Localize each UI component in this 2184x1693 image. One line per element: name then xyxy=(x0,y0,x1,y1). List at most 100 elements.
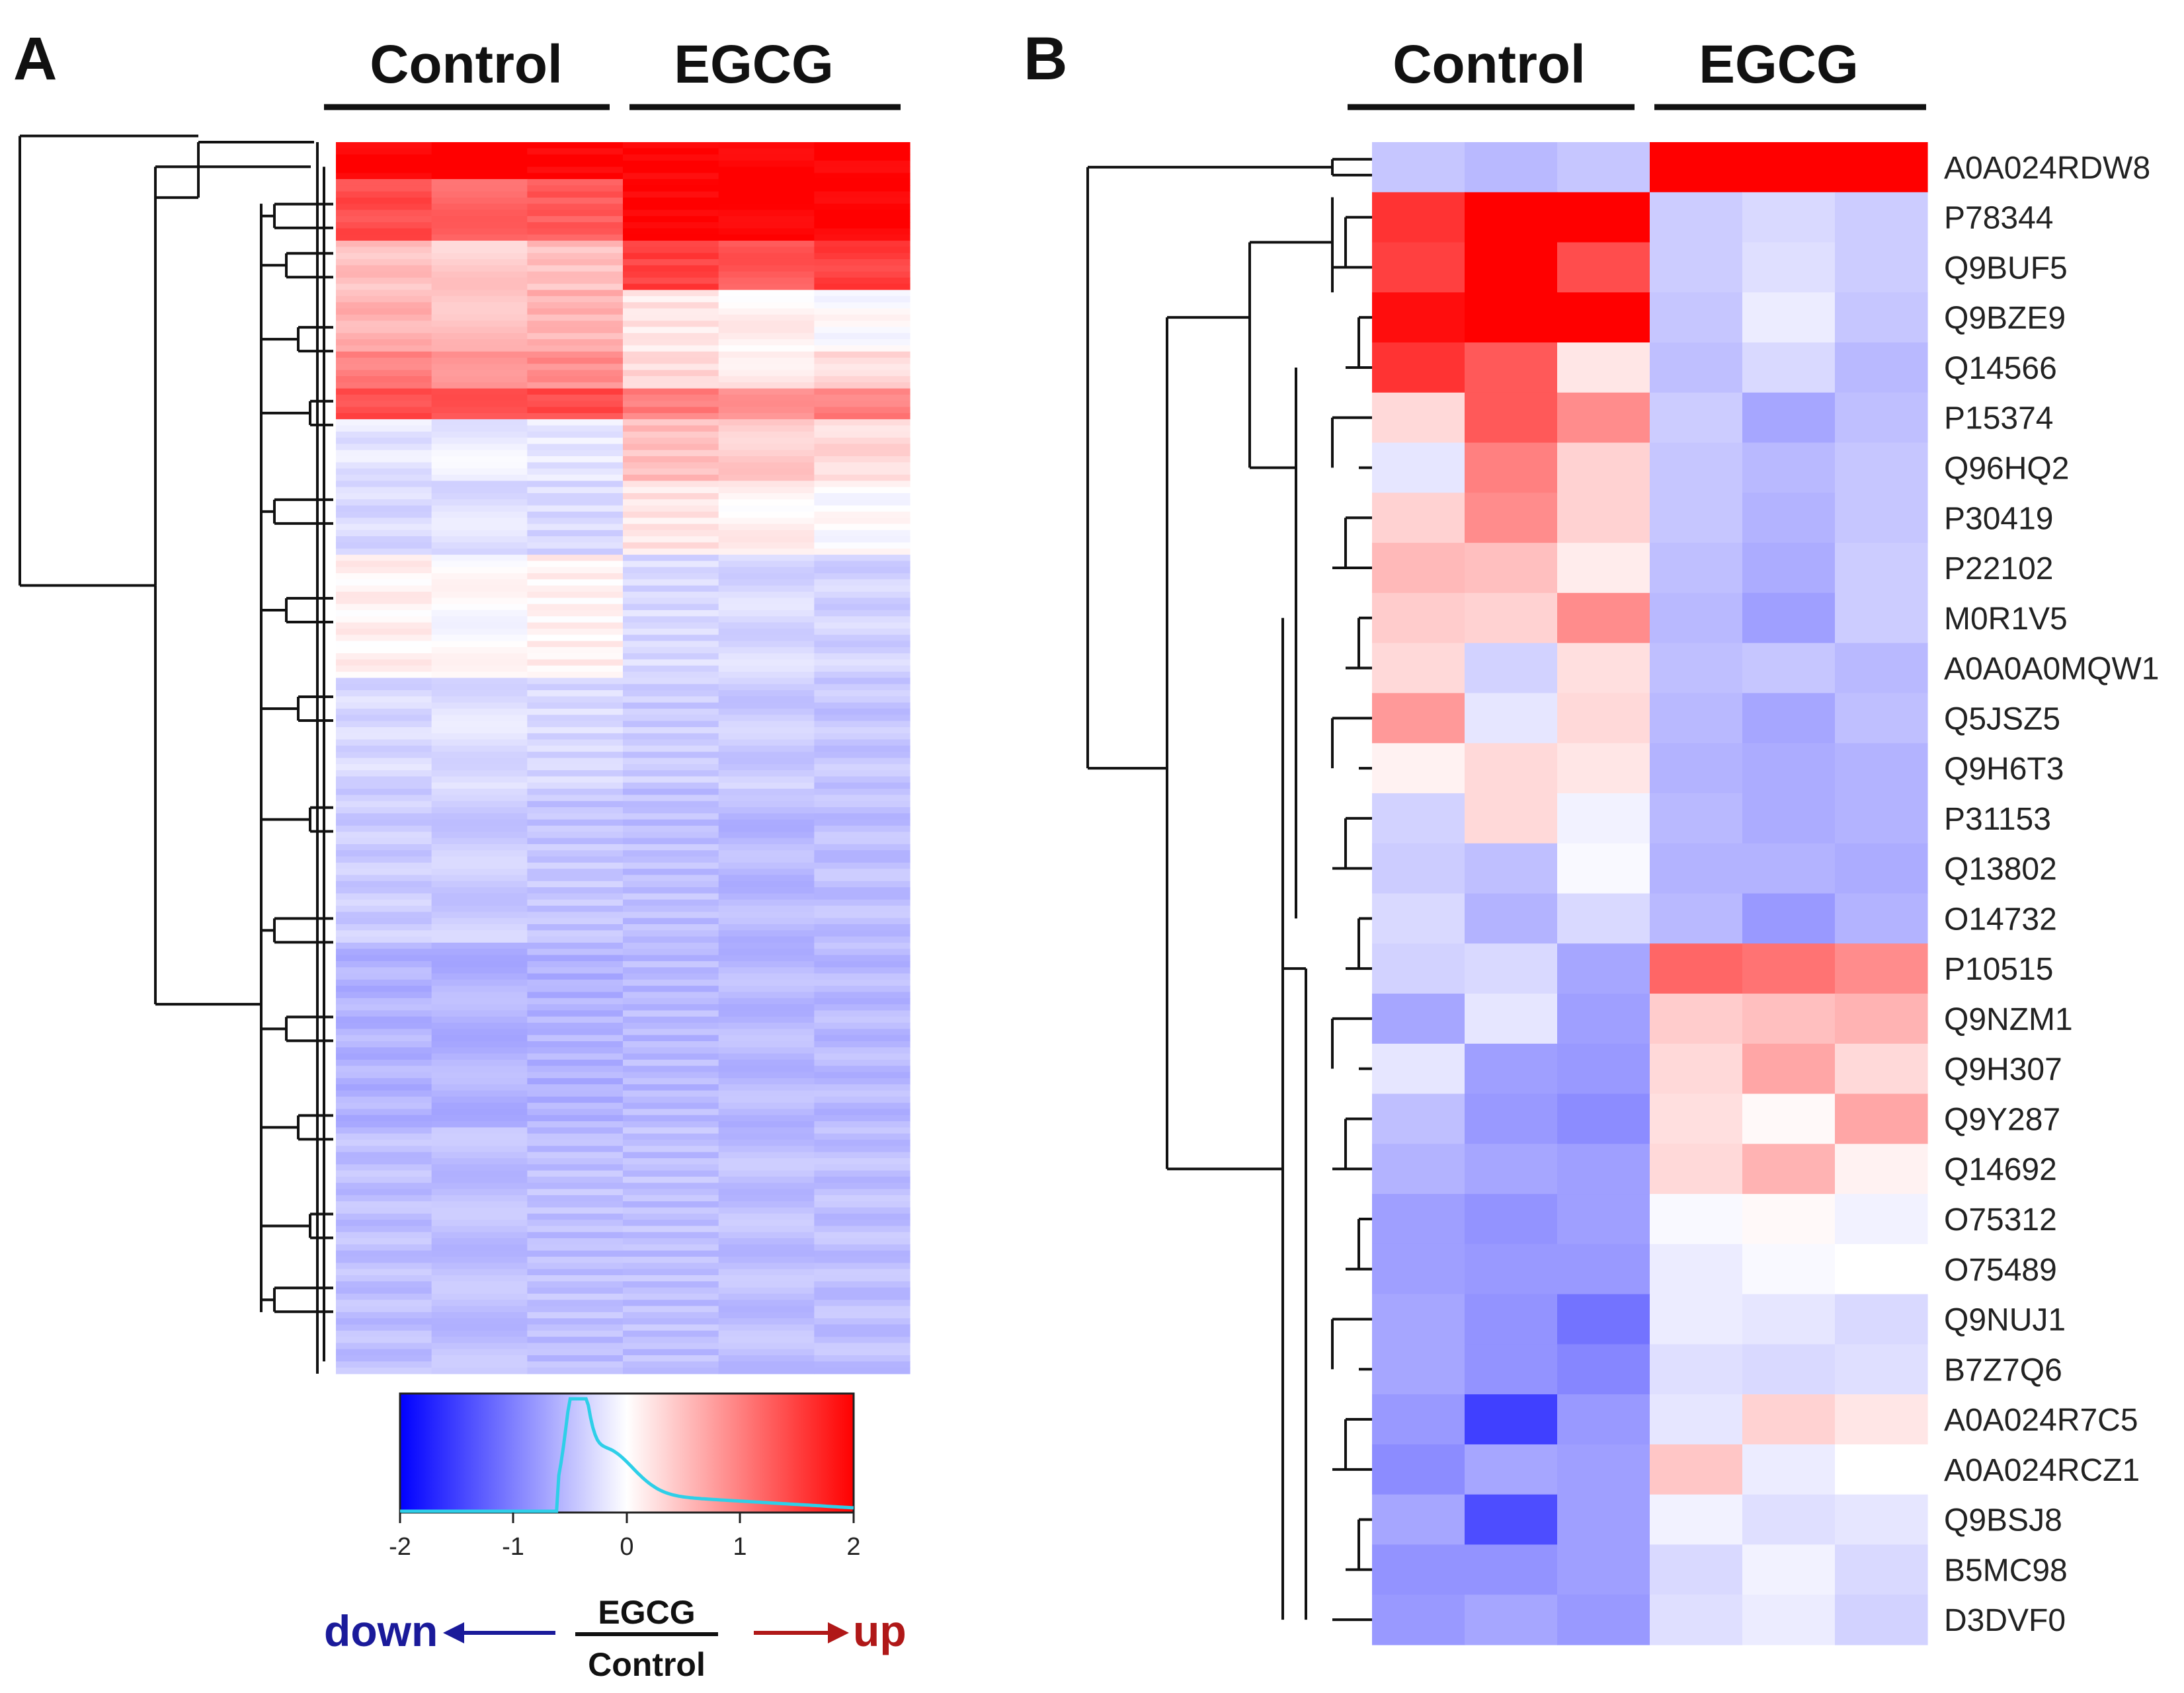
heatmap-b-cell xyxy=(1372,543,1465,594)
heatmap-a-cell xyxy=(336,1330,432,1337)
heatmap-a-cell xyxy=(623,979,719,986)
heatmap-a-cell xyxy=(336,653,432,660)
heatmap-a-cell xyxy=(814,1232,910,1239)
heatmap-a-cell xyxy=(431,684,528,691)
heatmap-a-cell xyxy=(336,1115,432,1122)
heatmap-a-cell xyxy=(527,1220,624,1227)
heatmap-a-cell xyxy=(718,277,815,284)
heatmap-a-cell xyxy=(814,616,910,623)
heatmap-a-cell xyxy=(623,505,719,512)
heatmap-a-cell xyxy=(814,1355,910,1362)
heatmap-a-cell xyxy=(336,450,432,457)
heatmap-a-cell xyxy=(623,881,719,888)
heatmap-a-cell xyxy=(527,148,624,155)
heatmap-a-cell xyxy=(814,511,910,518)
heatmap-a-cell xyxy=(336,271,432,278)
heatmap-a-cell xyxy=(623,949,719,956)
heatmap-a-cell xyxy=(718,1066,815,1073)
heatmap-b-cell xyxy=(1650,743,1743,794)
heatmap-b-cell xyxy=(1650,1144,1743,1195)
heatmap-a-cell xyxy=(718,370,815,377)
heatmap-a-cell xyxy=(718,308,815,315)
heatmap-a-cell xyxy=(431,339,528,346)
heatmap-a-cell xyxy=(527,875,624,882)
heatmap-a-cell xyxy=(431,1318,528,1325)
heatmap-a-cell xyxy=(431,819,528,826)
heatmap-a-cell xyxy=(527,850,624,857)
heatmap-a-cell xyxy=(718,351,815,358)
heatmap-a-cell xyxy=(814,1189,910,1196)
heatmap-a-cell xyxy=(336,1343,432,1350)
heatmap-a-cell xyxy=(718,419,815,426)
heatmap-a-cell xyxy=(623,542,719,549)
heatmap-a-cell xyxy=(431,364,528,371)
heatmap-a-cell xyxy=(527,702,624,709)
heatmap-b-cell xyxy=(1650,893,1743,944)
heatmap-b-cell xyxy=(1742,1243,1836,1295)
heatmap-a-cell xyxy=(623,302,719,309)
heatmap-a-cell xyxy=(623,1257,719,1263)
heatmap-a-cell xyxy=(718,499,815,506)
heatmap-a-cell xyxy=(814,530,910,537)
heatmap-a-cell xyxy=(527,1109,624,1116)
heatmap-a-cell xyxy=(718,1269,815,1276)
heatmap-a-cell xyxy=(718,875,815,882)
heatmap-a-cell xyxy=(814,825,910,832)
heatmap-a-cell xyxy=(623,1140,719,1146)
heatmap-a-cell xyxy=(814,869,910,876)
heatmap-a-cell xyxy=(718,813,815,820)
heatmap-a-cell xyxy=(527,1053,624,1060)
heatmap-a-cell xyxy=(431,548,528,555)
heatmap-a-cell xyxy=(336,425,432,432)
heatmap-a-cell xyxy=(718,253,815,260)
heatmap-a-cell xyxy=(814,339,910,346)
heatmap-b-cell xyxy=(1465,342,1558,393)
heatmap-a-cell xyxy=(336,1053,432,1060)
heatmap-a-cell xyxy=(431,899,528,906)
heatmap-a-cell xyxy=(431,1078,528,1085)
heatmap-a-cell xyxy=(431,1121,528,1128)
heatmap-a-cell xyxy=(718,492,815,500)
heatmap-a-cell xyxy=(431,979,528,986)
heatmap-a-cell xyxy=(623,1078,719,1085)
heatmap-a-cell xyxy=(336,813,432,820)
heatmap-a-cell xyxy=(623,1096,719,1103)
heatmap-a-cell xyxy=(431,375,528,383)
heatmap-a-cell xyxy=(527,1078,624,1085)
heatmap-a-cell xyxy=(431,598,528,605)
heatmap-a-cell xyxy=(431,431,528,438)
heatmap-a-cell xyxy=(431,295,528,303)
heatmap-a-cell xyxy=(623,1127,719,1134)
heatmap-a-cell xyxy=(431,407,528,414)
heatmap-b-cell xyxy=(1742,1194,1836,1245)
heatmap-a-cell xyxy=(336,967,432,974)
heatmap-a-cell xyxy=(623,1189,719,1196)
heatmap-a-cell xyxy=(814,936,910,943)
heatmap-a-cell xyxy=(718,598,815,605)
heatmap-b-cell xyxy=(1835,843,1928,894)
heatmap-a-cell xyxy=(527,622,624,629)
heatmap-a-cell xyxy=(718,918,815,925)
heatmap-a-cell xyxy=(814,573,910,580)
heatmap-a-cell xyxy=(527,1084,624,1091)
heatmap-b-cell xyxy=(1835,693,1928,744)
heatmap-a-cell xyxy=(431,1343,528,1350)
heatmap-a-cell xyxy=(814,327,910,334)
heatmap-a-cell xyxy=(814,382,910,389)
heatmap-a-cell xyxy=(336,672,432,679)
heatmap-a-cell xyxy=(527,505,624,512)
heatmap-a-cell xyxy=(336,924,432,931)
heatmap-a-cell xyxy=(814,1226,910,1233)
heatmap-a-cell xyxy=(814,481,910,488)
heatmap-a-cell xyxy=(814,672,910,679)
heatmap-a-cell xyxy=(527,450,624,457)
heatmap-a-cell xyxy=(623,715,719,722)
heatmap-a-cell xyxy=(431,1300,528,1307)
heatmap-a-cell xyxy=(814,1047,910,1054)
legend-ratio-denominator: Control xyxy=(588,1646,706,1683)
heatmap-a-cell xyxy=(431,1152,528,1159)
heatmap-a-cell xyxy=(718,1016,815,1023)
heatmap-a-cell xyxy=(718,530,815,537)
heatmap-a-cell xyxy=(718,561,815,568)
heatmap-a-cell xyxy=(623,702,719,709)
